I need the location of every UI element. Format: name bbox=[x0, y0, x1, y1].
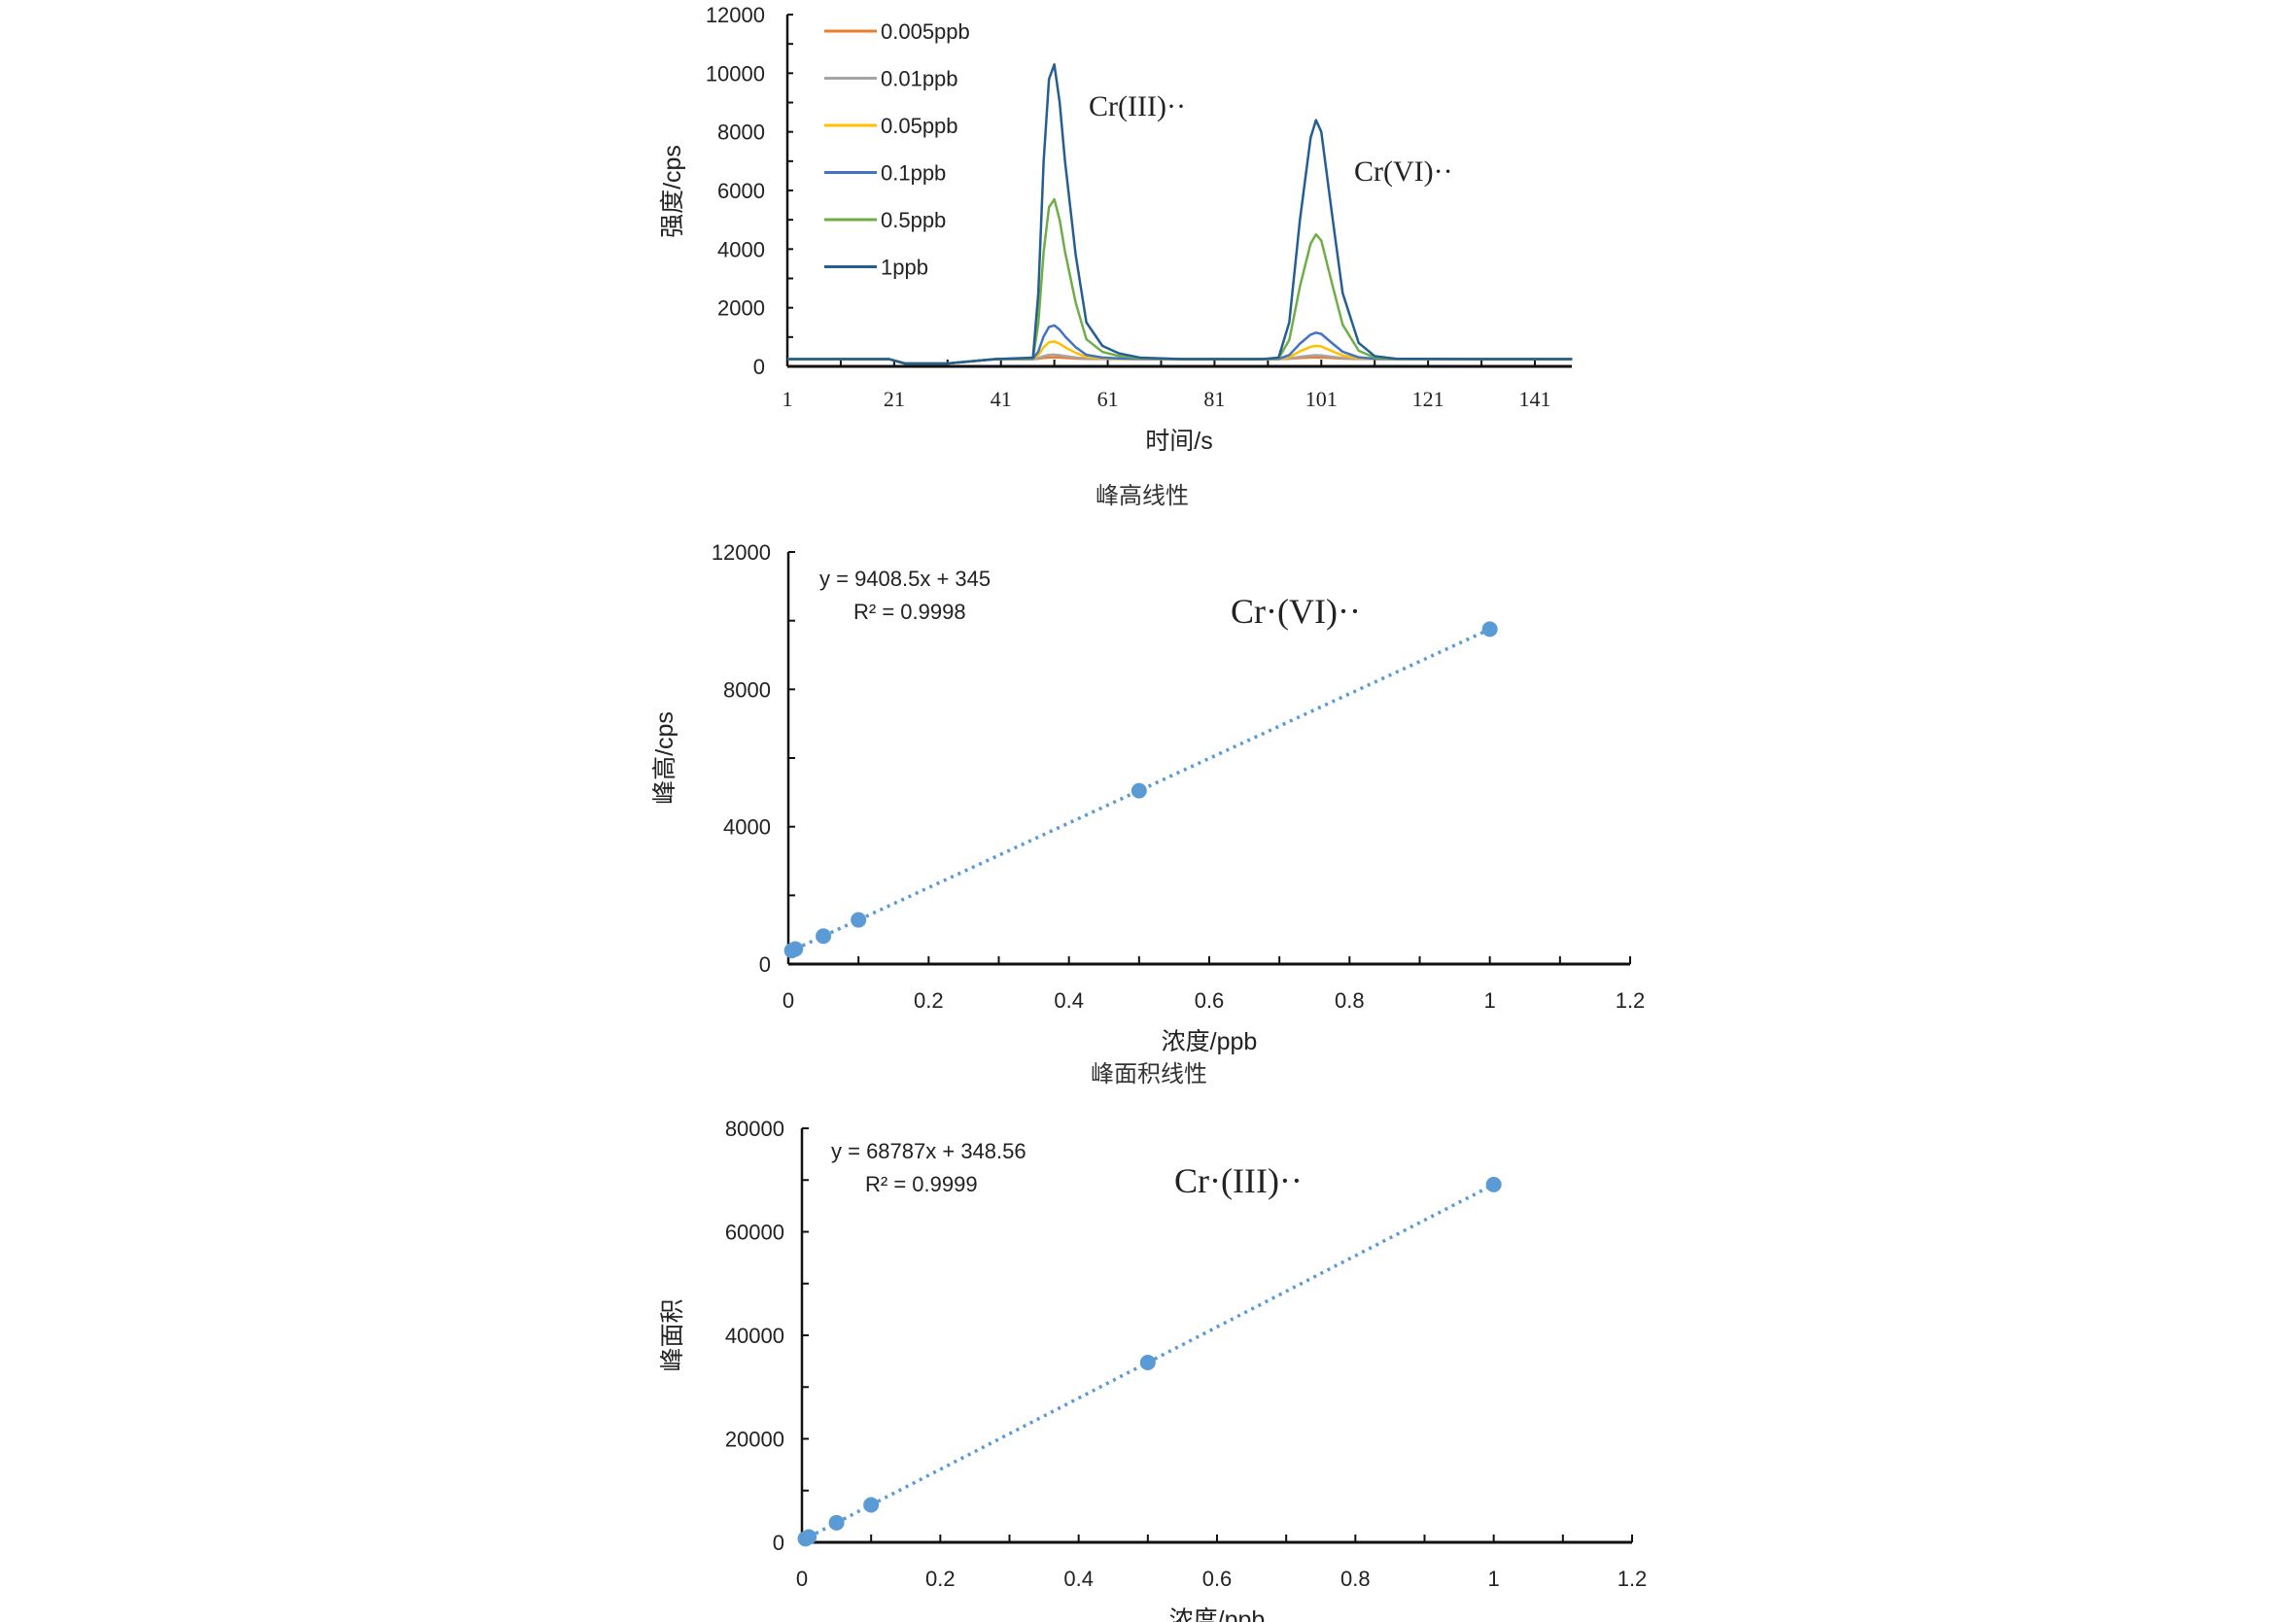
x-tick-label: 0.4 bbox=[1054, 988, 1084, 1013]
x-axis-label: 浓度/ppb bbox=[1162, 1028, 1258, 1055]
chart-title: 峰高线性 bbox=[1096, 483, 1189, 509]
series-line-0.1ppb bbox=[787, 324, 1573, 365]
y-tick-label: 40000 bbox=[725, 1324, 784, 1348]
y-axis-label: 峰面积 bbox=[659, 1298, 686, 1371]
trendline-equation: y = 9408.5x + 345 bbox=[819, 567, 991, 591]
x-tick-label: 101 bbox=[1305, 387, 1338, 411]
y-tick-label: 4000 bbox=[723, 815, 771, 840]
r-squared: R² = 0.9998 bbox=[853, 600, 966, 624]
y-tick-label: 0 bbox=[773, 1531, 784, 1555]
data-point bbox=[863, 1497, 880, 1513]
y-tick-label: 4000 bbox=[717, 237, 765, 261]
x-tick-label: 0 bbox=[783, 988, 794, 1013]
y-tick-label: 0 bbox=[753, 355, 765, 379]
series-line-1ppb bbox=[787, 63, 1573, 365]
legend-label: 0.005ppb bbox=[881, 19, 970, 44]
y-tick-label: 6000 bbox=[717, 179, 765, 203]
x-tick-label: 41 bbox=[991, 387, 1012, 411]
x-tick-label: 0 bbox=[796, 1567, 808, 1591]
x-tick-label: 141 bbox=[1519, 387, 1551, 411]
y-axis-label: 强度/cps bbox=[659, 145, 686, 238]
legend-label: 0.1ppb bbox=[881, 161, 946, 186]
data-point bbox=[1131, 782, 1147, 799]
x-tick-label: 121 bbox=[1412, 387, 1444, 411]
y-tick-label: 60000 bbox=[725, 1221, 784, 1245]
x-tick-label: 1.2 bbox=[1616, 988, 1646, 1013]
y-tick-label: 80000 bbox=[725, 1117, 784, 1141]
r-squared: R² = 0.9999 bbox=[865, 1172, 978, 1196]
data-point bbox=[801, 1529, 818, 1545]
data-point bbox=[787, 941, 804, 957]
x-tick-label: 1 bbox=[783, 387, 793, 411]
x-axis-label: 浓度/ppb bbox=[1169, 1606, 1266, 1622]
peak-annotation-cr3: Cr(III)·· bbox=[1089, 90, 1186, 122]
x-axis-label: 时间/s bbox=[1145, 428, 1212, 455]
y-tick-label: 20000 bbox=[725, 1428, 784, 1452]
x-tick-label: 0.8 bbox=[1335, 988, 1365, 1013]
data-point bbox=[1485, 1176, 1502, 1192]
legend-label: 0.01ppb bbox=[881, 67, 958, 91]
x-tick-label: 61 bbox=[1097, 387, 1119, 411]
data-point bbox=[828, 1514, 845, 1531]
y-tick-label: 12000 bbox=[712, 540, 771, 565]
x-tick-label: 0.2 bbox=[925, 1567, 956, 1591]
x-tick-label: 0.4 bbox=[1063, 1567, 1094, 1591]
chart-title: 峰面积线性 bbox=[1091, 1061, 1207, 1087]
species-annotation: Cr·(III)·· bbox=[1174, 1161, 1303, 1200]
x-tick-label: 1 bbox=[1484, 988, 1496, 1013]
y-tick-label: 10000 bbox=[706, 61, 765, 86]
x-tick-label: 21 bbox=[884, 387, 905, 411]
x-tick-label: 0.6 bbox=[1202, 1567, 1233, 1591]
species-annotation: Cr·(VI)·· bbox=[1231, 592, 1361, 631]
y-axis-label: 峰高/cps bbox=[651, 711, 678, 805]
y-tick-label: 12000 bbox=[706, 3, 765, 27]
legend-label: 1ppb bbox=[881, 256, 928, 280]
x-tick-label: 81 bbox=[1203, 387, 1225, 411]
legend-label: 0.05ppb bbox=[881, 114, 958, 138]
legend-label: 0.5ppb bbox=[881, 208, 946, 232]
x-tick-label: 1.2 bbox=[1618, 1567, 1648, 1591]
data-point bbox=[851, 912, 867, 928]
data-point bbox=[1481, 621, 1498, 638]
y-tick-label: 2000 bbox=[717, 296, 765, 321]
y-tick-label: 8000 bbox=[723, 677, 771, 702]
x-tick-label: 1 bbox=[1488, 1567, 1500, 1591]
data-point bbox=[1139, 1354, 1156, 1370]
x-tick-label: 0.2 bbox=[914, 988, 944, 1013]
y-tick-label: 8000 bbox=[717, 121, 765, 145]
data-point bbox=[816, 928, 832, 945]
x-tick-label: 0.6 bbox=[1195, 988, 1225, 1013]
x-tick-label: 0.8 bbox=[1340, 1567, 1371, 1591]
trendline-equation: y = 68787x + 348.56 bbox=[831, 1139, 1026, 1163]
y-tick-label: 0 bbox=[759, 952, 771, 977]
peak-annotation-cr6: Cr(VI)·· bbox=[1354, 155, 1453, 188]
